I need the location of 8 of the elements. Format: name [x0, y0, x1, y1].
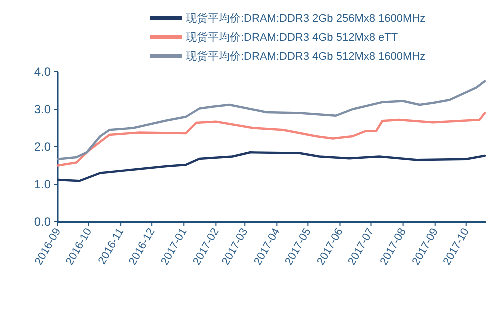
- legend-label: 现货平均价:DRAM:DDR3 4Gb 512Mx8 1600MHz: [186, 51, 426, 63]
- y-tick-label: 4.0: [34, 65, 52, 79]
- y-tick-label: 1.0: [34, 178, 52, 192]
- legend-label: 现货平均价:DRAM:DDR3 2Gb 256Mx8 1600MHz: [186, 13, 426, 25]
- legend-label: 现货平均价:DRAM:DDR3 4Gb 512Mx8 eTT: [186, 32, 398, 44]
- y-tick-label: 3.0: [34, 102, 52, 116]
- y-tick-label: 0.0: [34, 215, 52, 229]
- y-tick-label: 2.0: [34, 140, 52, 154]
